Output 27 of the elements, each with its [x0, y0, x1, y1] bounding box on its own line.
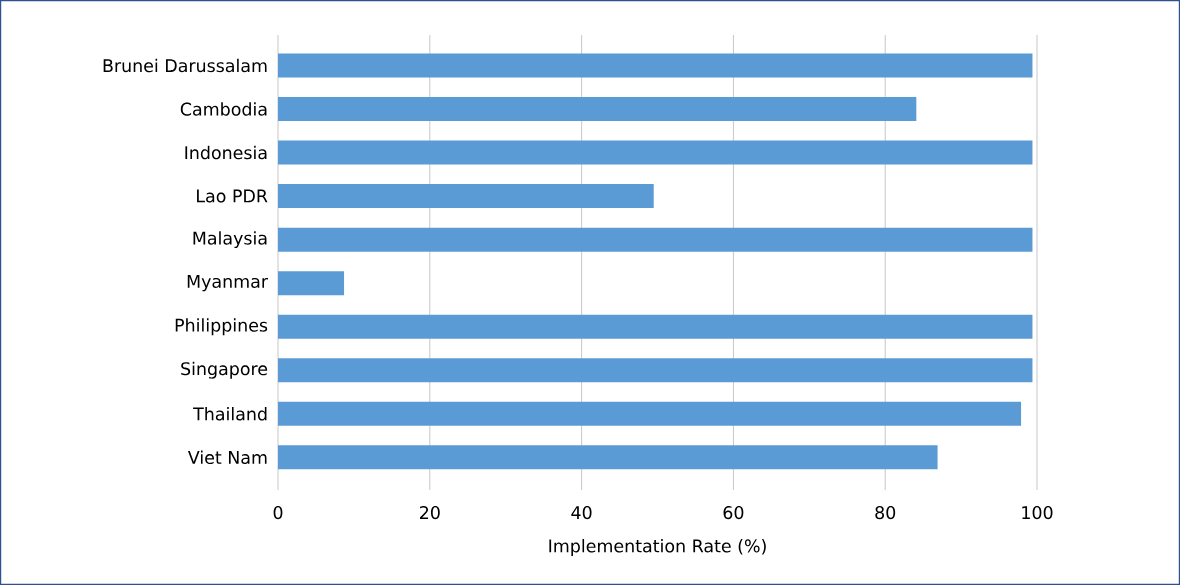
bar [278, 401, 1022, 426]
y-tick-label: Singapore [181, 361, 268, 379]
y-tick-label: Myanmar [187, 274, 269, 292]
x-tick-label: 20 [420, 506, 440, 520]
y-tick-label: Malaysia [193, 231, 267, 249]
x-tick-label: 100 [1022, 506, 1053, 520]
x-axis-title: Implementation Rate (%) [549, 539, 766, 556]
bar [278, 184, 654, 209]
bar [278, 314, 1033, 339]
y-tick-label: Philippines [175, 318, 268, 336]
bar [278, 358, 1033, 383]
y-tick-label: Thailand [193, 407, 267, 421]
x-tick-label: 0 [273, 506, 283, 520]
bar [278, 97, 917, 122]
x-tick-label: 40 [571, 506, 592, 520]
bar [278, 271, 345, 296]
y-tick-label: Indonesia [185, 145, 267, 160]
y-tick-label: Viet Nam [187, 450, 267, 465]
x-tick-label: 80 [875, 506, 896, 520]
x-tick-label: 60 [723, 506, 744, 520]
y-tick-label: Lao PDR [197, 189, 268, 203]
bar [278, 140, 1033, 165]
bar [278, 445, 938, 470]
y-tick-label: Brunei Darussalam [103, 58, 267, 73]
bar [278, 53, 1033, 78]
y-tick-label: Cambodia [180, 102, 267, 116]
bar [278, 227, 1033, 252]
